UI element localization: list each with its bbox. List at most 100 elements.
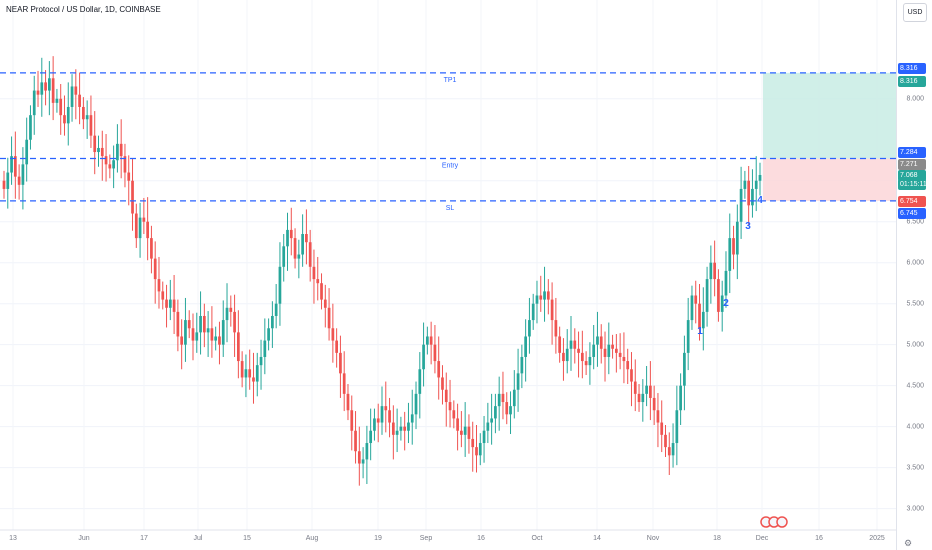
candle-body — [357, 451, 361, 464]
candle-body — [157, 279, 161, 292]
x-tick-label: Nov — [646, 535, 660, 542]
candle-body — [565, 348, 569, 362]
candle-body — [724, 270, 728, 296]
candle-body — [388, 410, 391, 423]
y-tick-label: 3.500 — [906, 464, 924, 472]
candle-body — [376, 418, 380, 423]
candle-body — [698, 303, 701, 329]
candle-body — [165, 299, 168, 308]
y-tick-label: 3.000 — [906, 505, 924, 513]
candle-body — [433, 344, 437, 362]
candle-body — [543, 291, 546, 300]
candle-body — [210, 328, 214, 341]
candle-body — [456, 418, 459, 431]
x-tick-label: 13 — [9, 535, 17, 542]
candle-body — [55, 98, 59, 103]
wave-label: 2 — [723, 298, 729, 309]
candle-body — [13, 156, 17, 177]
candle-body — [494, 406, 497, 419]
candle-body — [85, 115, 89, 120]
candle-body — [422, 344, 425, 370]
candle-body — [346, 393, 350, 411]
candle-body — [720, 295, 724, 312]
candle-body — [278, 266, 282, 304]
candle-body — [577, 348, 580, 353]
candle-body — [656, 410, 660, 423]
candle-body — [123, 156, 127, 173]
candle-body — [32, 90, 36, 116]
candle-body — [354, 430, 357, 452]
candle-body — [709, 262, 713, 280]
candle-body — [327, 307, 331, 329]
y-tick-label: 4.500 — [906, 382, 924, 390]
candle-body — [138, 217, 142, 239]
candle-body — [732, 238, 735, 255]
candle-body — [747, 180, 751, 206]
candle-body — [683, 352, 686, 386]
candle-body — [180, 336, 184, 345]
price-chart[interactable]: TP1 Entry SL 1 2 3 4 — [0, 0, 896, 550]
candle-body — [6, 172, 10, 189]
candle-body — [252, 377, 255, 382]
candle-body — [97, 147, 100, 153]
candle-body — [754, 180, 758, 189]
event-flag-icon — [776, 516, 788, 528]
candle-body — [312, 266, 316, 280]
candle-body — [255, 365, 259, 382]
candle-body — [47, 78, 51, 91]
candle-body — [501, 393, 505, 403]
x-tick-label: 14 — [593, 535, 601, 542]
candle-body — [705, 279, 709, 312]
candle-body — [645, 385, 648, 394]
candle-body — [558, 336, 562, 353]
candle-body — [516, 373, 520, 390]
candle-body — [176, 311, 180, 337]
candle-body — [395, 430, 399, 435]
candle-body — [323, 299, 327, 308]
y-tick-label: 6.000 — [906, 259, 924, 267]
candle-body — [407, 422, 410, 431]
candle-body — [361, 459, 365, 464]
candle-body — [202, 315, 206, 333]
candle-body — [131, 180, 134, 214]
candle-body — [626, 361, 630, 370]
candle-body — [365, 443, 369, 460]
candle-body — [467, 426, 471, 439]
candle-body — [384, 406, 388, 411]
candle-body — [622, 356, 626, 362]
y-tick-label: 8.000 — [906, 95, 924, 103]
candle-body — [350, 410, 354, 431]
candle-body — [562, 352, 565, 362]
price-tag: 8.316 — [898, 62, 926, 74]
candle-body — [660, 422, 664, 435]
candle-body — [195, 332, 199, 341]
candle-body — [425, 336, 429, 345]
chart-title: NEAR Protocol / US Dollar, 1D, COINBASE — [6, 5, 161, 14]
candle-body — [418, 369, 422, 394]
candle-body — [452, 410, 456, 419]
x-tick-label: Jun — [78, 535, 90, 542]
candle-body — [108, 164, 112, 169]
candle-body — [199, 315, 202, 333]
x-tick-label: Jul — [193, 535, 203, 542]
candle-body — [240, 361, 244, 378]
currency-button[interactable]: USD — [903, 3, 927, 22]
candle-body — [531, 303, 535, 321]
candle-body — [599, 336, 603, 349]
x-tick-label: 18 — [713, 535, 721, 542]
candle-body — [78, 94, 81, 107]
candle-body — [717, 279, 720, 312]
settings-gear-icon[interactable]: ⚙ — [904, 538, 913, 548]
price-axis[interactable]: USD — [896, 0, 932, 550]
candle-body — [342, 373, 346, 394]
candle-body — [36, 90, 40, 95]
wave-label: 3 — [745, 221, 751, 232]
candle-body — [66, 106, 70, 124]
y-tick-label: 6.500 — [906, 218, 924, 226]
candle-body — [218, 336, 221, 345]
candle-body — [573, 340, 577, 349]
candle-body — [463, 426, 467, 435]
candle-body — [471, 438, 475, 448]
candle-body — [331, 328, 335, 341]
candle-body — [448, 402, 452, 411]
